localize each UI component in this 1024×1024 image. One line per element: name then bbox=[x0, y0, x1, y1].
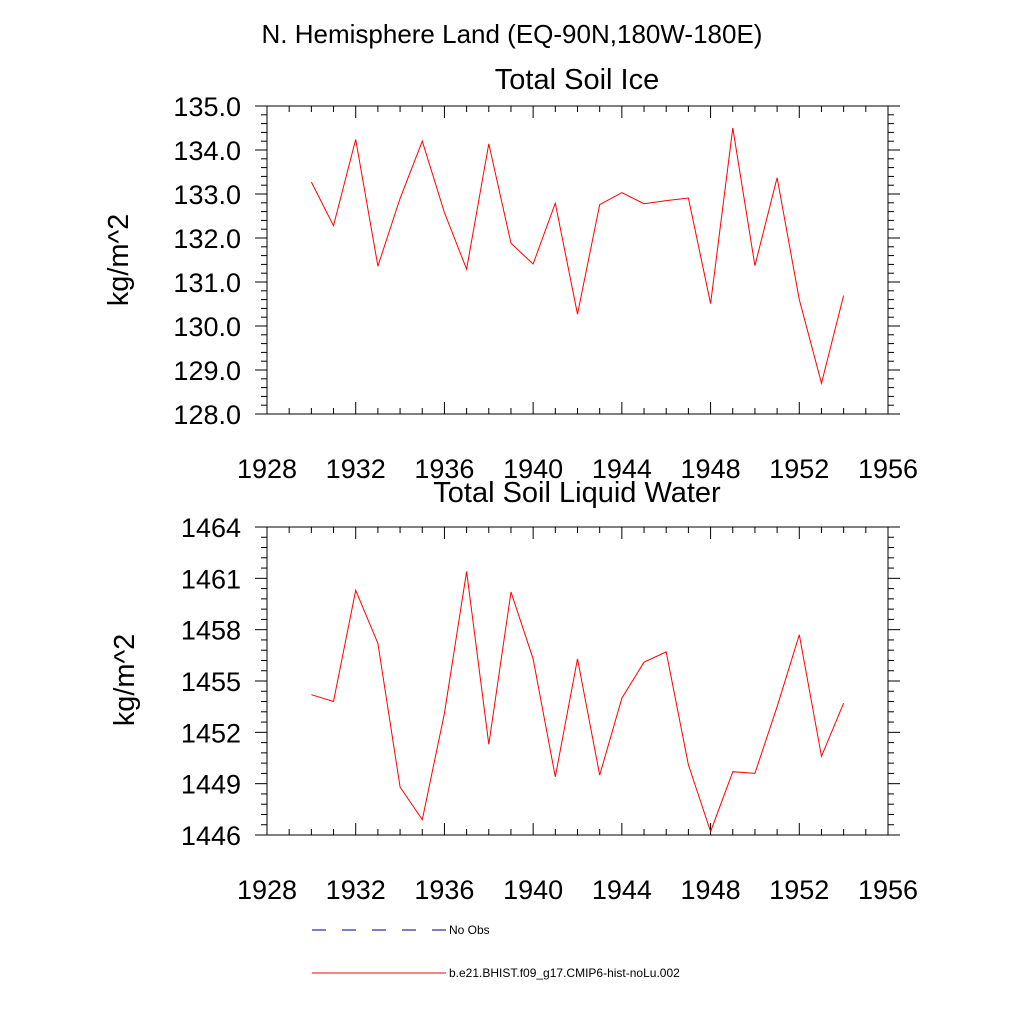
panel-title: Total Soil Liquid Water bbox=[433, 477, 721, 509]
y-axis-label: kg/m^2 bbox=[103, 214, 135, 307]
y-tick-label: 133.0 bbox=[173, 180, 241, 210]
panel-total-soil-ice: Total Soil Ice kg/m^2 1928 1932 1936 1940 19… bbox=[103, 64, 918, 484]
x-tick-label: 1948 bbox=[681, 454, 741, 484]
panel-title: Total Soil Ice bbox=[495, 64, 659, 96]
x-tick-label: 1936 bbox=[414, 454, 474, 484]
series-line bbox=[311, 571, 845, 834]
legend-label-no-obs: No Obs bbox=[449, 923, 490, 937]
x-tick-label: 1932 bbox=[326, 454, 386, 484]
y-tick-label: 131.0 bbox=[173, 268, 241, 298]
y-tick-label: 132.0 bbox=[173, 224, 241, 254]
x-tick-label: 1948 bbox=[681, 875, 741, 905]
y-tick-label: 1452 bbox=[181, 718, 241, 748]
y-tick-label: 128.0 bbox=[173, 400, 241, 430]
x-tick-label: 1940 bbox=[503, 454, 563, 484]
y-tick-label: 1446 bbox=[181, 821, 241, 851]
legend: No Obs b.e21.BHIST.f09_g17.CMIP6-hist-no… bbox=[312, 923, 680, 980]
y-tick-label: 135.0 bbox=[173, 92, 241, 122]
x-tick-label: 1952 bbox=[769, 875, 829, 905]
y-tick-label: 130.0 bbox=[173, 312, 241, 342]
y-tick-label: 1458 bbox=[181, 616, 241, 646]
y-tick-label: 134.0 bbox=[173, 136, 241, 166]
x-tick-label: 1944 bbox=[592, 875, 652, 905]
x-tick-label: 1956 bbox=[858, 875, 918, 905]
x-tick-label: 1936 bbox=[414, 875, 474, 905]
plot-frame bbox=[266, 526, 889, 836]
y-tick-label: 1464 bbox=[181, 513, 241, 543]
x-tick-label: 1928 bbox=[237, 875, 297, 905]
series-line bbox=[310, 127, 845, 386]
x-tick-label: 1932 bbox=[326, 875, 386, 905]
x-tick-label: 1940 bbox=[503, 875, 563, 905]
legend-label-model-run: b.e21.BHIST.f09_g17.CMIP6-hist-noLu.002 bbox=[449, 966, 680, 980]
y-tick-label: 129.0 bbox=[173, 356, 241, 386]
figure-title: N. Hemisphere Land (EQ-90N,180W-180E) bbox=[262, 19, 763, 49]
y-tick-label: 1461 bbox=[181, 564, 241, 594]
x-tick-label: 1952 bbox=[769, 454, 829, 484]
panel-total-soil-liquid-water: Total Soil Liquid Water kg/m^2 1928 1932 1… bbox=[109, 477, 918, 905]
x-tick-label: 1956 bbox=[858, 454, 918, 484]
y-tick-label: 1449 bbox=[181, 770, 241, 800]
x-tick-label: 1944 bbox=[592, 454, 652, 484]
x-tick-label: 1928 bbox=[237, 454, 297, 484]
y-axis-label: kg/m^2 bbox=[109, 634, 141, 727]
y-tick-label: 1455 bbox=[181, 667, 241, 697]
plot-frame bbox=[266, 105, 889, 415]
